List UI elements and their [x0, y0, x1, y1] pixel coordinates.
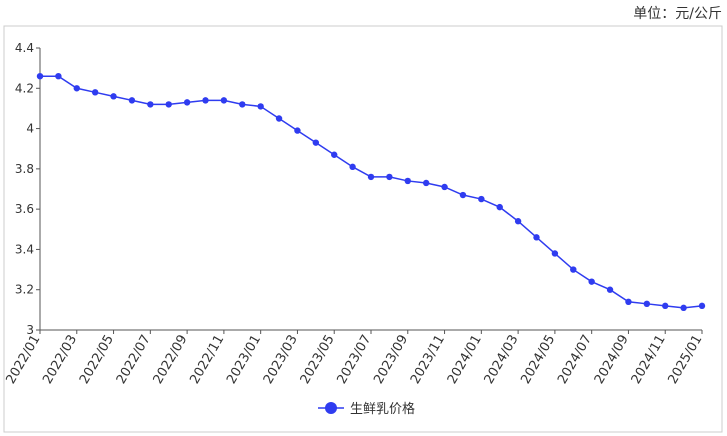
point: [459, 191, 467, 199]
y-tick-label: 3.6: [15, 202, 34, 216]
x-tick-label: 2023/09: [371, 333, 411, 387]
point: [239, 101, 246, 108]
y-tick-label: 3: [26, 323, 34, 337]
x-tick-label: 2024/09: [592, 333, 632, 387]
point: [422, 179, 430, 187]
point: [588, 278, 595, 285]
point: [294, 127, 301, 134]
x-tick-label: 2024/07: [555, 333, 595, 387]
point: [625, 298, 632, 305]
point: [349, 163, 356, 171]
y-tick-label: 4.4: [15, 41, 34, 55]
x-tick-label: 2023/11: [408, 333, 448, 387]
x-tick-label: 2023/01: [224, 333, 264, 387]
point: [165, 101, 172, 108]
chart-frame: [3, 25, 723, 433]
point: [367, 173, 375, 181]
point: [551, 250, 559, 257]
point: [496, 203, 503, 211]
point: [680, 304, 687, 312]
point: [275, 115, 283, 122]
point: [36, 73, 44, 80]
y-tick-label: 3.4: [15, 242, 34, 256]
point: [606, 286, 614, 293]
point: [331, 151, 338, 158]
x-tick-label: 2022/01: [3, 333, 43, 387]
point: [220, 97, 228, 104]
x-tick-label: 2024/11: [629, 333, 669, 387]
x-tick-label: 2023/07: [334, 333, 374, 387]
point: [183, 99, 191, 106]
x-tick-label: 2024/03: [482, 333, 522, 387]
point: [441, 183, 448, 191]
legend-label: 生鲜乳价格: [350, 401, 415, 417]
x-tick-label: 2022/03: [40, 333, 80, 387]
x-tick-label: 2024/01: [445, 333, 485, 387]
point: [110, 93, 117, 100]
point: [533, 234, 540, 241]
point: [662, 302, 669, 310]
point: [643, 300, 651, 308]
unit-label: 单位：元/公斤: [633, 6, 722, 22]
x-tick-label: 2022/07: [114, 333, 154, 387]
x-tick-label: 2022/11: [187, 333, 227, 387]
point: [55, 73, 62, 80]
legend-marker: [325, 402, 337, 414]
point: [404, 177, 411, 185]
point: [514, 218, 522, 225]
point: [698, 302, 706, 310]
x-tick-label: 2023/03: [261, 333, 301, 387]
x-tick-label: 2024/05: [518, 333, 558, 387]
point: [478, 195, 485, 203]
x-tick-label: 2023/05: [298, 333, 338, 387]
point: [73, 85, 80, 92]
point: [570, 266, 577, 273]
y-tick-label: 3.8: [15, 162, 34, 176]
series-line: [40, 75, 703, 309]
y-tick-label: 4.2: [15, 81, 34, 95]
point: [257, 103, 264, 110]
point: [312, 139, 320, 146]
point: [202, 97, 209, 104]
y-tick-label: 4: [26, 122, 34, 136]
x-tick-label: 2025/01: [665, 333, 705, 387]
y-tick-label: 3.2: [15, 283, 34, 297]
point: [386, 173, 393, 181]
x-tick-label: 2022/05: [77, 333, 117, 387]
x-tick-label: 2022/09: [151, 333, 191, 387]
point: [128, 97, 136, 104]
point: [91, 89, 99, 96]
point: [147, 101, 154, 108]
